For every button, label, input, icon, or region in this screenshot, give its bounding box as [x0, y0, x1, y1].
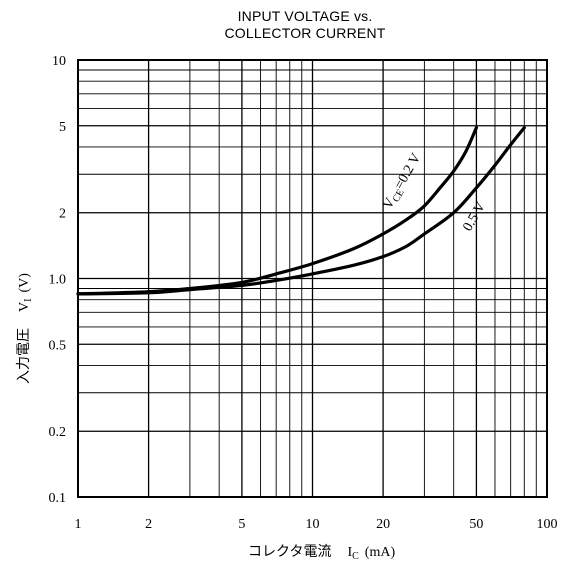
- y-tick-label: 5: [59, 120, 66, 135]
- x-tick-label: 5: [238, 517, 245, 532]
- y-tick-label: 2: [59, 207, 66, 222]
- x-tick-label: 20: [376, 517, 390, 532]
- chart-title-line-2: COLLECTOR CURRENT: [224, 25, 386, 41]
- series-line-1: [76, 126, 526, 296]
- plot-frame: [77, 59, 548, 498]
- series-line-0: [76, 126, 478, 296]
- x-tick-label: 1: [75, 517, 82, 532]
- chart-title-line-1: INPUT VOLTAGE vs.: [237, 8, 373, 24]
- grid: [78, 60, 547, 497]
- x-tick-label: 10: [306, 517, 320, 532]
- y-tick-label: 0.2: [49, 425, 67, 440]
- x-tick-label: 2: [145, 517, 152, 532]
- series-label-vce-02: VCE=0.2 V: [380, 151, 426, 213]
- tick-labels: 1 2 5 10 20 50 100 0.1 0.2 0.5 1.0 2 5 10: [49, 54, 558, 532]
- x-tick-label: 50: [469, 517, 483, 532]
- x-axis-label: コレクタ電流 IC (mA): [248, 544, 395, 562]
- y-tick-label: 1.0: [49, 273, 67, 288]
- y-tick-label: 10: [52, 54, 66, 69]
- curves: [76, 126, 526, 296]
- x-tick-label: 100: [537, 517, 558, 532]
- y-axis-label: 入力電圧VI(V): [16, 273, 34, 384]
- y-tick-label: 0.1: [49, 491, 67, 506]
- series-label-05: 0.5 V: [460, 200, 488, 234]
- y-tick-label: 0.5: [49, 338, 67, 353]
